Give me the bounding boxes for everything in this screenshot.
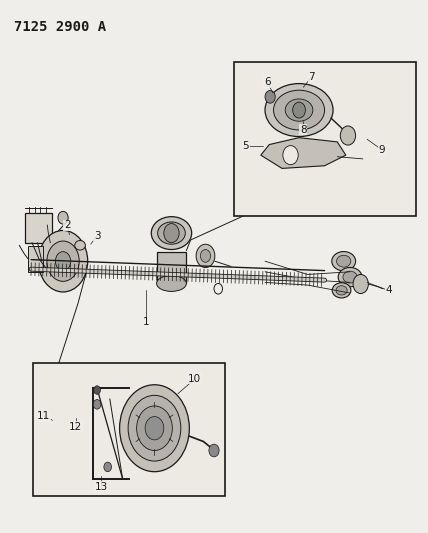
Circle shape [55,252,71,271]
Text: 6: 6 [264,77,270,87]
Circle shape [353,274,369,294]
Text: 1: 1 [143,317,149,327]
Ellipse shape [285,99,313,121]
Circle shape [283,146,298,165]
Bar [25,214,52,243]
Circle shape [47,241,79,281]
Ellipse shape [157,276,186,292]
Text: 5: 5 [243,141,249,151]
Text: 12: 12 [69,422,83,432]
Circle shape [39,230,88,292]
Bar [235,62,416,216]
Circle shape [340,126,356,145]
Bar [157,252,186,284]
Text: 13: 13 [95,481,108,491]
Circle shape [93,400,101,409]
Text: 11: 11 [37,411,51,421]
Circle shape [196,244,215,268]
Circle shape [128,395,181,461]
Bar [33,363,225,496]
Text: 10: 10 [188,374,202,384]
Circle shape [164,223,179,243]
Ellipse shape [338,268,362,287]
Circle shape [265,91,275,103]
Ellipse shape [343,271,357,283]
Polygon shape [261,138,346,168]
Ellipse shape [75,240,85,250]
Circle shape [137,406,172,450]
Circle shape [200,249,211,262]
Text: 7: 7 [309,71,315,82]
Circle shape [94,386,101,394]
Circle shape [119,385,189,472]
Text: 8: 8 [300,125,306,135]
Text: 4: 4 [385,285,392,295]
Text: 2: 2 [64,220,71,230]
Ellipse shape [336,255,351,267]
Bar [28,246,43,272]
Circle shape [145,417,164,440]
Ellipse shape [332,252,356,271]
Ellipse shape [332,283,351,298]
Ellipse shape [158,222,185,244]
Circle shape [104,462,112,472]
Circle shape [209,444,219,457]
Ellipse shape [273,90,324,130]
Ellipse shape [336,286,347,295]
Ellipse shape [151,216,192,249]
Circle shape [58,212,68,224]
Text: 7125 2900 A: 7125 2900 A [14,20,106,34]
Circle shape [293,102,306,118]
Ellipse shape [265,84,333,136]
Text: 3: 3 [94,231,101,241]
Text: 9: 9 [379,145,385,155]
